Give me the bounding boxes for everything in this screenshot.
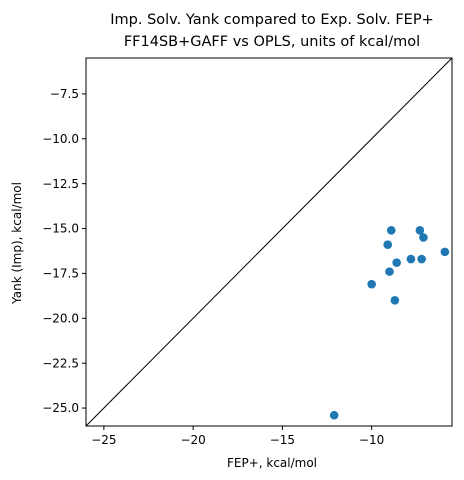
x-tick-label: −15 — [270, 433, 295, 447]
x-tick-label: −20 — [180, 433, 205, 447]
chart-title-line-1: Imp. Solv. Yank compared to Exp. Solv. F… — [110, 12, 433, 28]
x-tick-label: −10 — [359, 433, 384, 447]
plot-frame — [85, 57, 453, 427]
data-point — [406, 254, 416, 264]
data-point — [440, 247, 450, 257]
x-tick-label: −25 — [91, 433, 116, 447]
y-tick-label: −20.0 — [42, 311, 79, 325]
identity-line — [86, 58, 452, 426]
y-tick-label: −17.5 — [42, 267, 79, 281]
y-tick-label: −25.0 — [42, 401, 79, 415]
data-point — [386, 226, 396, 235]
x-axis-label: FEP+, kcal/mol — [227, 456, 317, 470]
data-point — [415, 226, 425, 235]
data-point — [367, 279, 376, 289]
chart-title-line-2: FF14SB+GAFF vs OPLS, units of kcal/mol — [124, 34, 420, 50]
y-axis-label: Yank (Imp), kcal/mol — [10, 182, 24, 305]
data-point — [329, 410, 339, 420]
data-point — [419, 233, 428, 242]
data-point — [392, 258, 401, 267]
y-tick-label: −10.0 — [42, 132, 79, 146]
chart-title: Imp. Solv. Yank compared to Exp. Solv. F… — [110, 12, 433, 50]
y-tick-label: −12.5 — [42, 177, 79, 191]
data-point — [417, 254, 426, 264]
plot-area — [85, 57, 453, 427]
data-point — [383, 240, 393, 249]
data-point — [385, 267, 394, 276]
axis-ticks: −25 −20 −15 −10 −25.0 −22.5 −20.0 −17.5 −15.0 −12… — [42, 87, 384, 447]
y-tick-label: −22.5 — [42, 356, 79, 370]
y-tick-label: −7.5 — [50, 87, 79, 101]
data-point — [390, 296, 400, 305]
y-tick-label: −15.0 — [42, 222, 79, 236]
